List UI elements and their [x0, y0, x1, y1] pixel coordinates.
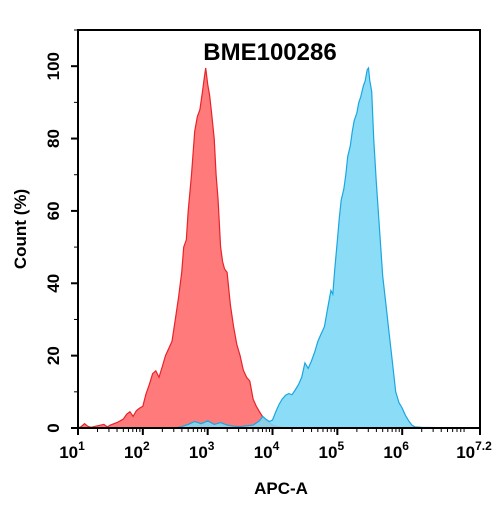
x-tick-label: 104 — [254, 439, 280, 462]
x-tick-base: 10 — [383, 443, 402, 462]
y-axis-ticks: 0 20 40 60 80 100 — [44, 29, 78, 433]
plot-area — [77, 66, 468, 429]
series-area-2 — [175, 66, 468, 429]
x-tick-exponent: 3 — [208, 439, 215, 453]
y-tick-label: 40 — [44, 274, 63, 293]
y-tick-label: 100 — [44, 52, 63, 80]
x-tick-base: 10 — [189, 443, 208, 462]
x-tick-label: 107.2 — [456, 439, 492, 462]
x-axis-label: APC-A — [254, 479, 308, 498]
y-tick-label: 0 — [44, 423, 63, 432]
x-tick-exponent: 7.2 — [475, 439, 492, 453]
x-tick-base: 10 — [59, 443, 78, 462]
y-tick-label: 80 — [44, 129, 63, 148]
axes-frame — [77, 29, 481, 429]
x-tick-base: 10 — [254, 443, 273, 462]
y-axis-label: Count (%) — [11, 189, 30, 269]
x-tick-exponent: 1 — [78, 439, 85, 453]
x-tick-label: 103 — [189, 439, 215, 462]
x-tick-base: 10 — [319, 443, 338, 462]
y-tick-label: 20 — [44, 346, 63, 365]
chart-title: BME100286 — [203, 39, 336, 66]
x-axis-ticks: 101 102 103 104 105 106 107.2 — [59, 428, 492, 462]
x-tick-exponent: 4 — [273, 439, 280, 453]
x-tick-label: 101 — [59, 439, 85, 462]
x-tick-base: 10 — [456, 443, 475, 462]
x-tick-exponent: 2 — [143, 439, 150, 453]
x-tick-label: 105 — [319, 439, 345, 462]
series-area-1 — [77, 67, 286, 429]
x-tick-label: 106 — [383, 439, 409, 462]
x-tick-base: 10 — [124, 443, 143, 462]
x-tick-label: 102 — [124, 439, 150, 462]
y-tick-label: 60 — [44, 201, 63, 220]
x-tick-exponent: 6 — [402, 439, 409, 453]
x-tick-exponent: 5 — [337, 439, 344, 453]
plot-frame — [77, 29, 481, 429]
